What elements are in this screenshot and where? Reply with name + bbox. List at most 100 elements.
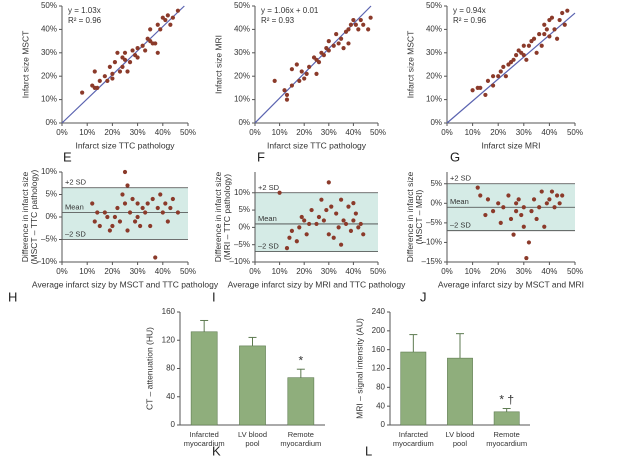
y-axis-label: Infarct size MSCT xyxy=(20,31,30,99)
y-tick-label: 160 xyxy=(372,345,386,354)
point xyxy=(297,78,302,83)
annotation: y = 1.06x + 0.01 xyxy=(261,6,319,15)
point xyxy=(498,220,503,225)
point xyxy=(122,201,128,206)
x-tick-label: 50% xyxy=(370,267,386,276)
point xyxy=(122,169,128,175)
point xyxy=(356,27,361,32)
x-tick-label: 30% xyxy=(321,128,337,137)
point xyxy=(97,78,102,83)
reference-label: +2 SD xyxy=(450,174,472,183)
panel-label: F xyxy=(257,149,265,164)
point xyxy=(307,221,312,227)
x-tick-label: 10% xyxy=(272,128,288,137)
point xyxy=(351,201,356,206)
point xyxy=(341,46,346,51)
fit-line xyxy=(61,5,185,124)
point xyxy=(150,196,155,202)
x-tick-label: LV blood pool xyxy=(445,430,475,448)
y-tick-label: 40% xyxy=(234,25,250,34)
point xyxy=(544,201,549,206)
y-tick-label: 80 xyxy=(166,364,175,373)
point xyxy=(135,46,140,51)
point xyxy=(130,48,135,53)
point xyxy=(95,210,100,215)
x-tick-label: 10% xyxy=(79,128,95,137)
point xyxy=(498,69,503,74)
point xyxy=(90,201,95,206)
y-axis-label: Difference in infarct size xyxy=(20,171,30,262)
point xyxy=(282,88,287,93)
annotation: R² = 0.96 xyxy=(68,16,102,25)
x-tick-label: 30% xyxy=(130,128,146,137)
annotation: y = 1.03x xyxy=(68,6,101,15)
point xyxy=(112,60,118,65)
point xyxy=(287,235,292,240)
x-tick-label: 30% xyxy=(516,267,532,276)
point xyxy=(326,232,331,237)
point xyxy=(496,201,501,206)
point xyxy=(470,88,475,93)
point xyxy=(516,197,521,202)
point xyxy=(514,209,519,214)
y-tick-label: –5% xyxy=(234,240,250,249)
point xyxy=(143,48,148,53)
point xyxy=(519,212,524,218)
point xyxy=(321,218,326,223)
point xyxy=(110,223,115,229)
reference-label: Mean xyxy=(258,214,277,223)
y-tick-label: 40 xyxy=(376,401,385,410)
point xyxy=(521,205,526,210)
point xyxy=(529,209,534,214)
point xyxy=(284,246,290,251)
y-tick-label: 40% xyxy=(41,25,57,34)
fit-line xyxy=(446,12,576,124)
y-tick-label: 10% xyxy=(41,95,57,104)
point xyxy=(343,221,349,227)
x-tick-label: 40% xyxy=(155,128,171,137)
point xyxy=(304,71,309,76)
y-axis-label: Infarct size MSCT xyxy=(405,31,415,99)
y-tick-label: 40% xyxy=(426,25,442,34)
point xyxy=(135,214,140,220)
y-tick-label: 10% xyxy=(426,95,442,104)
point xyxy=(526,43,532,48)
point xyxy=(478,85,483,90)
point xyxy=(127,60,133,65)
point xyxy=(475,185,480,190)
point xyxy=(115,205,120,211)
point xyxy=(329,204,334,209)
point xyxy=(135,201,140,206)
x-tick-label: 10% xyxy=(79,267,95,276)
point xyxy=(316,60,322,65)
significance-marker: * xyxy=(298,353,303,367)
x-axis-label: Average infarct sizy by MRI and TTC path… xyxy=(228,279,407,289)
y-tick-label: 0 xyxy=(381,420,386,429)
bar xyxy=(400,351,427,426)
x-tick-label: 10% xyxy=(465,267,481,276)
point xyxy=(319,197,324,202)
y-tick-label: 30% xyxy=(234,48,250,57)
point xyxy=(524,57,529,62)
reference-label: –2 SD xyxy=(450,221,471,230)
point xyxy=(302,76,307,81)
y-tick-label: 20% xyxy=(426,71,442,80)
point xyxy=(321,53,326,58)
point xyxy=(560,10,565,16)
x-tick-label: 0% xyxy=(441,267,453,276)
point xyxy=(314,71,319,76)
y-tick-label: 0% xyxy=(430,198,442,207)
point xyxy=(143,210,148,215)
point xyxy=(346,41,351,46)
y-tick-label: 0% xyxy=(238,118,250,127)
x-tick-label: 30% xyxy=(321,267,337,276)
point xyxy=(514,201,519,206)
point xyxy=(175,210,181,215)
point xyxy=(478,193,483,198)
reference-label: Mean xyxy=(450,197,469,206)
point xyxy=(346,27,351,32)
point xyxy=(508,216,514,222)
y-tick-label: 10% xyxy=(234,188,250,197)
point xyxy=(514,53,519,58)
point xyxy=(552,27,557,32)
